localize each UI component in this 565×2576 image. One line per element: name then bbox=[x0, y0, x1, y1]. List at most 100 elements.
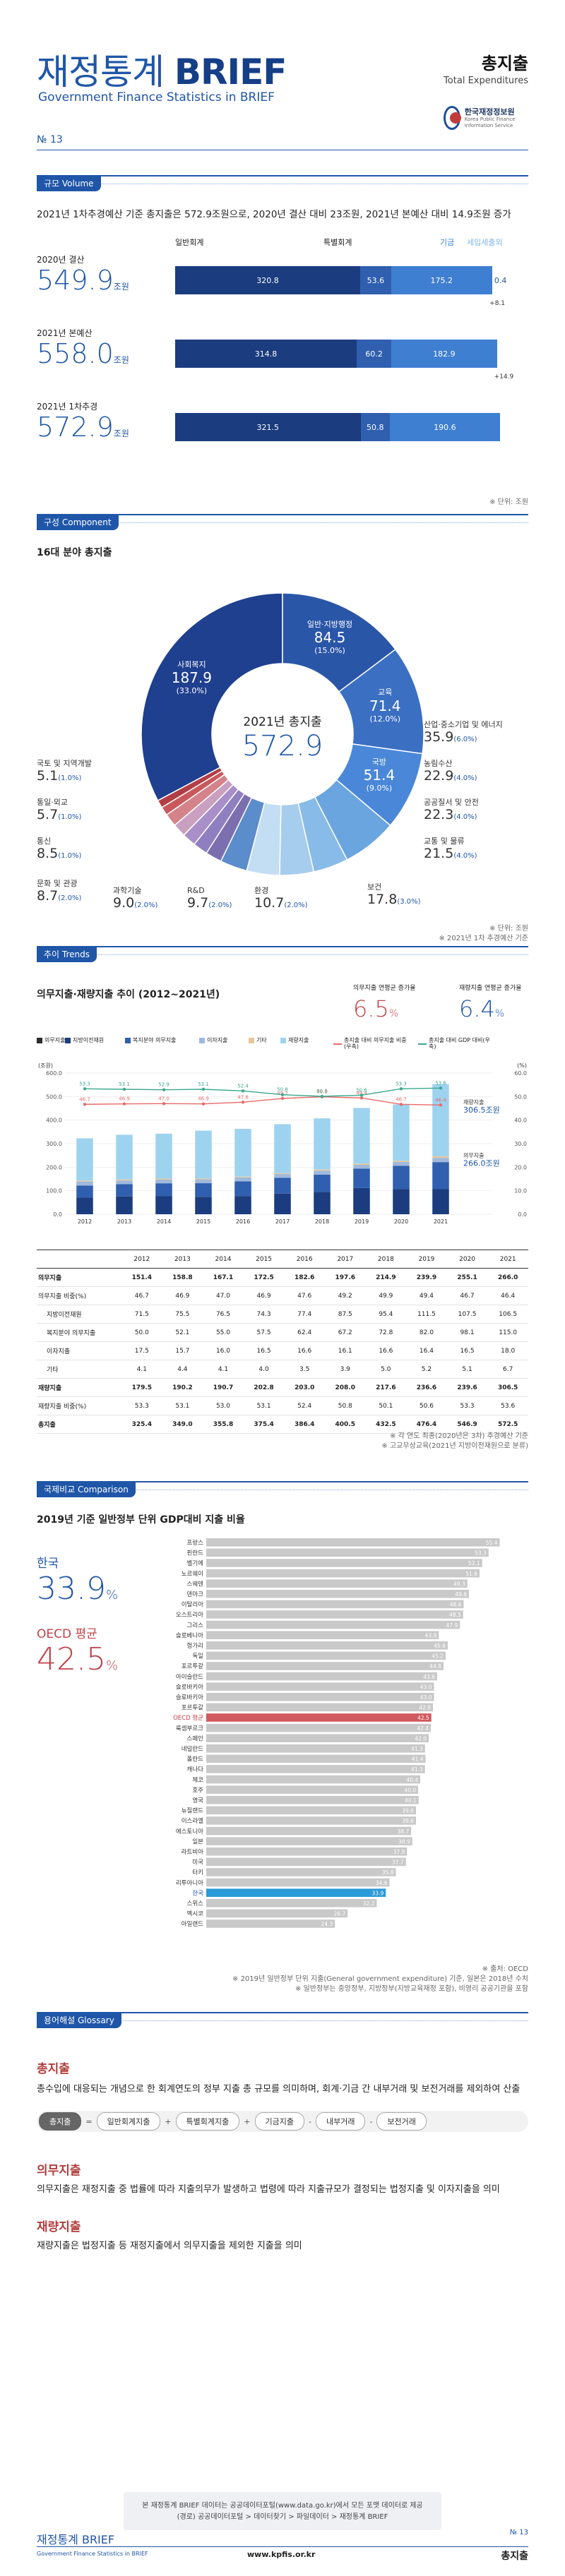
trend-bar-segment bbox=[76, 1181, 93, 1186]
volume-bar-segment: 50.8 bbox=[360, 413, 391, 441]
table-cell: 349.0 bbox=[162, 1415, 203, 1434]
legend-swatch bbox=[125, 1038, 131, 1044]
comparison-bar bbox=[206, 1672, 437, 1681]
comparison-bar bbox=[206, 1703, 433, 1712]
comparison-value-label: 35.8 bbox=[382, 1869, 394, 1876]
comparison-category-label: 미국 bbox=[192, 1859, 203, 1867]
comparison-category-label: 아일랜드 bbox=[182, 1920, 203, 1928]
trend-line-label: 46.9 bbox=[198, 1096, 209, 1102]
comparison-category-label: 캐나다 bbox=[187, 1766, 204, 1773]
x-tick: 2021 bbox=[434, 1218, 448, 1225]
table-header-cell: 2021 bbox=[487, 1250, 528, 1269]
table-cell: 53.1 bbox=[162, 1396, 203, 1415]
trend-chart: (조원) (%) 0.0 100.0 200.0 300.0 400.0 500.0 600.0… bbox=[38, 1062, 527, 1225]
table-cell: 239.6 bbox=[446, 1378, 488, 1397]
trend-line-point bbox=[359, 1096, 364, 1100]
page-subtitle: Government Finance Statistics in BRIEF bbox=[38, 90, 275, 104]
trend-bar-segment bbox=[76, 1197, 93, 1214]
trend-line-label: 50.1 bbox=[316, 1089, 328, 1094]
comparison-value-label: 49.6 bbox=[455, 1591, 467, 1598]
trend-line-point bbox=[320, 1094, 324, 1098]
left-axis-unit: (조원) bbox=[38, 1062, 53, 1069]
y-tick-left: 200.0 bbox=[46, 1164, 62, 1170]
component-note-1: ※ 단위: 조원 bbox=[489, 925, 528, 933]
comparison-category-label: 룩셈부르크 bbox=[176, 1725, 203, 1732]
comparison-value-label: 32.2 bbox=[363, 1900, 375, 1907]
table-cell: 기타 bbox=[37, 1360, 121, 1379]
table-header-cell: 2017 bbox=[324, 1250, 366, 1269]
org-logo-icon bbox=[444, 106, 461, 130]
table-cell: 158.8 bbox=[162, 1268, 203, 1287]
data-notice: 본 재정통계 BRIEF 데이터는 공공데이터포털(www.data.go.kr… bbox=[124, 2492, 441, 2530]
comparison-value-label: 43.0 bbox=[420, 1694, 432, 1701]
table-cell: 214.9 bbox=[365, 1268, 407, 1287]
table-cell: 46.7 bbox=[446, 1286, 488, 1305]
trend-bar-segment bbox=[432, 1156, 449, 1158]
table-cell: 386.4 bbox=[284, 1415, 325, 1434]
comparison-bar bbox=[206, 1806, 416, 1815]
volume-row-label: 2021년 1차추경 bbox=[37, 402, 98, 412]
comparison-category-label: OECD 평균 bbox=[173, 1714, 203, 1722]
glossary-formula: 총지출 = 일반회계지출 + 특별회계지출 + 기금지출 - 내부거래 - 보전거래 bbox=[37, 2111, 528, 2132]
x-tick: 2014 bbox=[157, 1218, 171, 1225]
donut-center bbox=[213, 665, 352, 803]
table-cell: 75.5 bbox=[162, 1305, 203, 1324]
table-cell: 190.2 bbox=[162, 1378, 203, 1397]
table-cell: 46.4 bbox=[487, 1286, 528, 1305]
y-tick-left: 600.0 bbox=[46, 1070, 62, 1077]
donut-slice bbox=[157, 767, 223, 808]
comparison-category-label: 라트비아 bbox=[182, 1848, 203, 1856]
table-cell: 151.4 bbox=[121, 1268, 162, 1287]
donut-label-outside: 산업·중소기업 및 에너지 35.9(6.0%) bbox=[424, 720, 503, 745]
footer-url[interactable]: www.kpfis.or.kr bbox=[247, 2550, 316, 2559]
trend-line-point bbox=[280, 1096, 285, 1101]
trend-bar-segment bbox=[274, 1193, 291, 1214]
oecd-label: OECD 평균 bbox=[37, 1627, 97, 1641]
table-cell: 총지출 bbox=[37, 1415, 121, 1434]
table-row: 기타 4.1 4.4 4.1 4.0 3.5 3.9 5.0 5.2 5.1 6.7 bbox=[37, 1360, 528, 1379]
table-cell: 74.3 bbox=[243, 1305, 285, 1324]
comparison-category-label: 그리스 bbox=[187, 1622, 204, 1629]
trend-line-point bbox=[439, 1103, 443, 1107]
table-cell: 5.2 bbox=[406, 1360, 447, 1379]
comparison-value-label: 37.7 bbox=[392, 1859, 404, 1866]
comparison-category-label: 리투아니아 bbox=[176, 1879, 203, 1887]
comparison-value-label: 40.0 bbox=[404, 1787, 416, 1793]
volume-row-label: 2021년 본예산 bbox=[37, 328, 93, 338]
table-cell: 76.5 bbox=[203, 1305, 244, 1324]
table-cell: 47.6 bbox=[284, 1286, 325, 1305]
legend-swatch bbox=[65, 1038, 71, 1044]
comparison-category-label: 슬로바키아 bbox=[176, 1694, 203, 1701]
table-cell: 재량지출 bbox=[37, 1378, 121, 1397]
comparison-category-label: 슬로바키아 bbox=[176, 1683, 203, 1691]
volume-note: ※ 단위: 조원 bbox=[489, 498, 528, 506]
trend-bar-segment bbox=[393, 1161, 410, 1162]
table-cell: 15.7 bbox=[162, 1341, 203, 1360]
glossary-desc-1: 총수입에 대응되는 개념으로 한 회계연도의 정부 지출 총 규모를 의미하며,… bbox=[37, 2084, 521, 2095]
trend-bar-segment bbox=[274, 1173, 291, 1175]
section-trends: 추이 Trends bbox=[37, 946, 528, 962]
comparison-value-label: 45.2 bbox=[432, 1653, 444, 1660]
section-comparison: 국제비교 Comparison bbox=[37, 1481, 528, 1497]
trend-line bbox=[84, 1096, 441, 1106]
trend-legend-item: 이자지출 bbox=[199, 1037, 263, 1044]
comparison-value-label: 40.4 bbox=[406, 1777, 418, 1783]
legend-swatch bbox=[280, 1038, 286, 1044]
topic-ko: 총지출 bbox=[481, 54, 528, 73]
table-cell: 16.5 bbox=[446, 1341, 488, 1360]
stat2-label: 재량지출 연평균 증가율 bbox=[459, 985, 522, 992]
comparison-category-label: 영국 bbox=[192, 1797, 203, 1804]
table-cell: 53.6 bbox=[487, 1396, 528, 1415]
legend-swatch bbox=[249, 1038, 254, 1044]
page-title: 재정통계 BRIEF bbox=[37, 52, 287, 92]
trend-legend-item: 총지출 대비 GDP 대비(우축) bbox=[418, 1037, 496, 1050]
trend-line-label: 53.3 bbox=[396, 1081, 407, 1086]
trend-bar-segment bbox=[393, 1166, 410, 1190]
trend-bar-segment bbox=[116, 1196, 133, 1214]
comparison-value-label: 42.0 bbox=[415, 1735, 427, 1742]
trend-bar-segment bbox=[353, 1187, 370, 1214]
comparison-category-label: 에스토니아 bbox=[176, 1828, 203, 1835]
table-cell: 572.5 bbox=[487, 1415, 528, 1434]
footer-title: 재정통계 BRIEF bbox=[37, 2533, 115, 2546]
trend-line-label: 46.4 bbox=[435, 1097, 446, 1103]
